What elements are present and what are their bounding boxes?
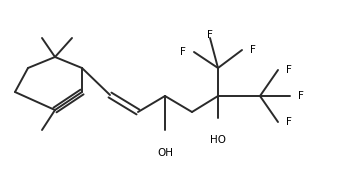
Text: F: F (207, 30, 213, 40)
Text: F: F (250, 45, 256, 55)
Text: OH: OH (157, 148, 173, 158)
Text: F: F (298, 91, 304, 101)
Text: F: F (180, 47, 186, 57)
Text: F: F (286, 117, 292, 127)
Text: HO: HO (210, 135, 226, 145)
Text: F: F (286, 65, 292, 75)
